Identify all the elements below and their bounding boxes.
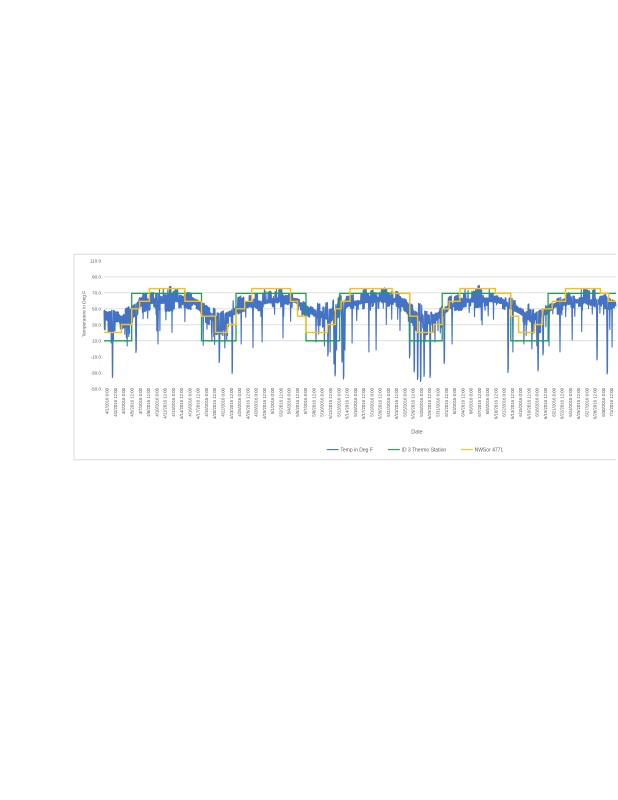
svg-text:4/26/2016 12:00: 4/26/2016 12:00 [245,387,250,419]
svg-text:5/2/2016 12:00: 5/2/2016 12:00 [278,387,283,416]
svg-text:6/22/2016 12:00: 6/22/2016 12:00 [560,387,565,419]
svg-text:NWSor 4771: NWSor 4771 [475,447,504,453]
svg-text:6/19/2016 12:00: 6/19/2016 12:00 [543,387,548,419]
svg-text:30.0: 30.0 [92,322,101,327]
svg-text:5/25/2016 0:00: 5/25/2016 0:00 [402,387,407,416]
svg-text:110.0: 110.0 [90,259,102,264]
svg-text:ID 3 Thermo Station: ID 3 Thermo Station [402,447,447,453]
svg-text:5/26/2016 12:00: 5/26/2016 12:00 [411,387,416,419]
svg-text:4/8/2016 12:00: 4/8/2016 12:00 [146,387,151,416]
svg-text:4/14/2016 12:00: 4/14/2016 12:00 [179,387,184,419]
svg-text:4/16/2016 0:00: 4/16/2016 0:00 [187,387,192,416]
svg-text:5/22/2016 0:00: 5/22/2016 0:00 [386,387,391,416]
svg-text:4/22/2016 0:00: 4/22/2016 0:00 [220,387,225,416]
svg-text:4/1/2016 0:00: 4/1/2016 0:00 [105,387,110,414]
svg-text:5/14/2016 12:00: 5/14/2016 12:00 [345,387,350,419]
svg-text:Temperature in Deg F: Temperature in Deg F [82,291,88,337]
svg-text:4/29/2016 12:00: 4/29/2016 12:00 [262,387,267,419]
svg-text:4/25/2016 0:00: 4/25/2016 0:00 [237,387,242,416]
svg-text:4/10/2016 0:00: 4/10/2016 0:00 [154,387,159,416]
svg-text:6/15/2016 0:00: 6/15/2016 0:00 [518,387,523,416]
svg-text:90.0: 90.0 [92,275,101,280]
svg-text:4/23/2016 12:00: 4/23/2016 12:00 [229,387,234,419]
svg-text:-10.0: -10.0 [91,354,102,359]
svg-text:6/25/2016 12:00: 6/25/2016 12:00 [576,387,581,419]
svg-text:10.0: 10.0 [92,338,101,343]
svg-text:50.0: 50.0 [92,307,101,312]
svg-text:6/3/2016 0:00: 6/3/2016 0:00 [452,387,457,414]
svg-text:5/8/2016 12:00: 5/8/2016 12:00 [311,387,316,416]
svg-text:Temp in Deg F: Temp in Deg F [340,447,373,453]
svg-text:6/30/2016 0:00: 6/30/2016 0:00 [601,387,606,416]
svg-text:6/24/2016 0:00: 6/24/2016 0:00 [568,387,573,416]
svg-text:6/6/2016 0:00: 6/6/2016 0:00 [469,387,474,414]
svg-text:7/1/2016 12:00: 7/1/2016 12:00 [609,387,614,416]
svg-text:5/17/2016 12:00: 5/17/2016 12:00 [361,387,366,419]
svg-text:6/16/2016 12:00: 6/16/2016 12:00 [526,387,531,419]
svg-text:5/10/2016 0:00: 5/10/2016 0:00 [320,387,325,416]
svg-text:6/27/2016 0:00: 6/27/2016 0:00 [584,387,589,416]
svg-text:4/5/2016 12:00: 4/5/2016 12:00 [130,387,135,416]
svg-text:6/18/2016 0:00: 6/18/2016 0:00 [535,387,540,416]
svg-text:-30.0: -30.0 [91,370,102,375]
svg-text:4/19/2016 0:00: 4/19/2016 0:00 [204,387,209,416]
svg-text:4/28/2016 0:00: 4/28/2016 0:00 [254,387,259,416]
svg-text:4/2/2016 12:00: 4/2/2016 12:00 [113,387,118,416]
svg-text:5/19/2016 0:00: 5/19/2016 0:00 [369,387,374,416]
svg-text:5/4/2016 0:00: 5/4/2016 0:00 [287,387,292,414]
svg-text:-50.0: -50.0 [91,386,102,391]
svg-text:4/4/2016 0:00: 4/4/2016 0:00 [121,387,126,414]
svg-text:5/28/2016 0:00: 5/28/2016 0:00 [419,387,424,416]
svg-text:6/12/2016 0:00: 6/12/2016 0:00 [502,387,507,416]
svg-text:5/11/2016 12:00: 5/11/2016 12:00 [328,387,333,418]
svg-text:6/7/2016 12:00: 6/7/2016 12:00 [477,387,482,416]
svg-text:6/1/2016 12:00: 6/1/2016 12:00 [444,387,449,416]
svg-text:4/17/2016 12:00: 4/17/2016 12:00 [196,387,201,419]
svg-text:5/20/2016 12:00: 5/20/2016 12:00 [378,387,383,419]
svg-text:5/31/2016 0:00: 5/31/2016 0:00 [436,387,441,416]
svg-text:5/29/2016 12:00: 5/29/2016 12:00 [427,387,432,419]
svg-text:4/20/2016 12:00: 4/20/2016 12:00 [212,387,217,419]
svg-text:5/7/2016 0:00: 5/7/2016 0:00 [303,387,308,414]
svg-text:6/21/2016 0:00: 6/21/2016 0:00 [551,387,556,416]
svg-text:6/28/2016 12:00: 6/28/2016 12:00 [593,387,598,419]
svg-text:6/9/2016 0:00: 6/9/2016 0:00 [485,387,490,414]
svg-text:5/13/2016 0:00: 5/13/2016 0:00 [336,387,341,416]
svg-text:5/23/2016 12:00: 5/23/2016 12:00 [394,387,399,419]
svg-text:6/4/2016 12:00: 6/4/2016 12:00 [460,387,465,416]
svg-text:6/10/2016 12:00: 6/10/2016 12:00 [493,387,498,419]
svg-text:70.0: 70.0 [92,291,101,296]
svg-text:Date: Date [411,430,422,436]
svg-text:5/16/2016 0:00: 5/16/2016 0:00 [353,387,358,416]
svg-text:6/13/2016 12:00: 6/13/2016 12:00 [510,387,515,419]
svg-text:4/13/2016 0:00: 4/13/2016 0:00 [171,387,176,416]
svg-text:4/11/2016 12:00: 4/11/2016 12:00 [163,387,168,418]
svg-text:4/7/2016 0:00: 4/7/2016 0:00 [138,387,143,414]
svg-text:5/5/2016 12:00: 5/5/2016 12:00 [295,387,300,416]
svg-text:5/1/2016 0:00: 5/1/2016 0:00 [270,387,275,414]
